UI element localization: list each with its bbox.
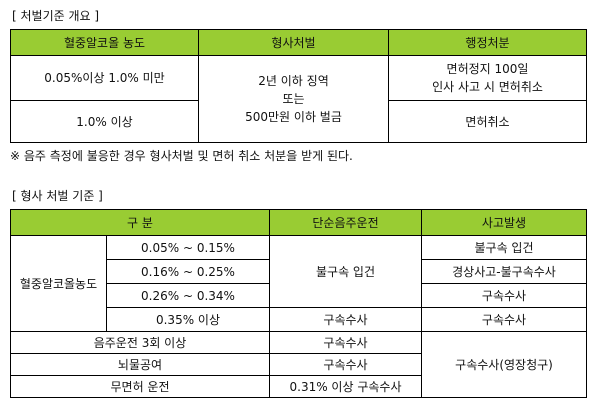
header-accident: 사고발생 [421, 209, 587, 236]
accident-3: 구속수사 [421, 283, 587, 308]
header-bac: 혈중알코올 농도 [10, 29, 199, 56]
repeat-offense-simple: 구속수사 [269, 331, 422, 354]
range-2: 0.16% ~ 0.25% [106, 259, 270, 284]
criminal-penalty-table: 구 분 단순음주운전 사고발생 혈중알코올농도 0.05% ~ 0.15% 불구… [10, 209, 587, 398]
row1-admin: 면허정지 100일 인사 사고 시 면허취소 [388, 55, 587, 101]
header-simple: 단순음주운전 [269, 209, 422, 236]
admin-line2: 인사 사고 시 면허취소 [432, 80, 543, 94]
bac-label: 혈중알코올농도 [10, 235, 107, 332]
criminal-line2: 또는 [282, 92, 305, 106]
row2-bac: 1.0% 이상 [10, 100, 199, 143]
header-admin: 행정처분 [388, 29, 587, 56]
simple-range-4: 구속수사 [269, 307, 422, 332]
admin-line1: 면허정지 100일 [446, 62, 529, 76]
header-category: 구 분 [10, 209, 270, 236]
row2-admin: 면허취소 [388, 100, 587, 143]
simple-range-1-3: 불구속 입건 [269, 235, 422, 308]
section2-title: [ 형사 처벌 기준 ] [12, 189, 103, 203]
accident-merged: 구속수사(영장청구) [421, 331, 587, 398]
section1-title: [ 처벌기준 개요 ] [12, 9, 100, 23]
criminal-line1: 2년 이하 징역 [258, 74, 329, 88]
refusal-note: ※ 음주 측정에 불응한 경우 형사처벌 및 면허 취소 처분을 받게 된다. [10, 149, 353, 163]
range-4: 0.35% 이상 [106, 307, 270, 332]
header-criminal: 형사처벌 [198, 29, 389, 56]
accident-1: 불구속 입건 [421, 235, 587, 260]
bribery-label: 뇌물공여 [10, 353, 270, 376]
range-1: 0.05% ~ 0.15% [106, 235, 270, 260]
unlicensed-label: 무면허 운전 [10, 375, 270, 398]
row1-bac: 0.05%이상 1.0% 미만 [10, 55, 199, 101]
unlicensed-simple: 0.31% 이상 구속수사 [269, 375, 422, 398]
bribery-simple: 구속수사 [269, 353, 422, 376]
penalty-overview-table: 혈중알코올 농도 형사처벌 행정처분 0.05%이상 1.0% 미만 2년 이하… [10, 29, 587, 143]
accident-4: 구속수사 [421, 307, 587, 332]
repeat-offense-label: 음주운전 3회 이상 [10, 331, 270, 354]
criminal-line3: 500만원 이하 벌금 [245, 110, 342, 124]
accident-2: 경상사고-불구속수사 [421, 259, 587, 284]
criminal-penalty-cell: 2년 이하 징역 또는 500만원 이하 벌금 [198, 55, 389, 143]
range-3: 0.26% ~ 0.34% [106, 283, 270, 308]
